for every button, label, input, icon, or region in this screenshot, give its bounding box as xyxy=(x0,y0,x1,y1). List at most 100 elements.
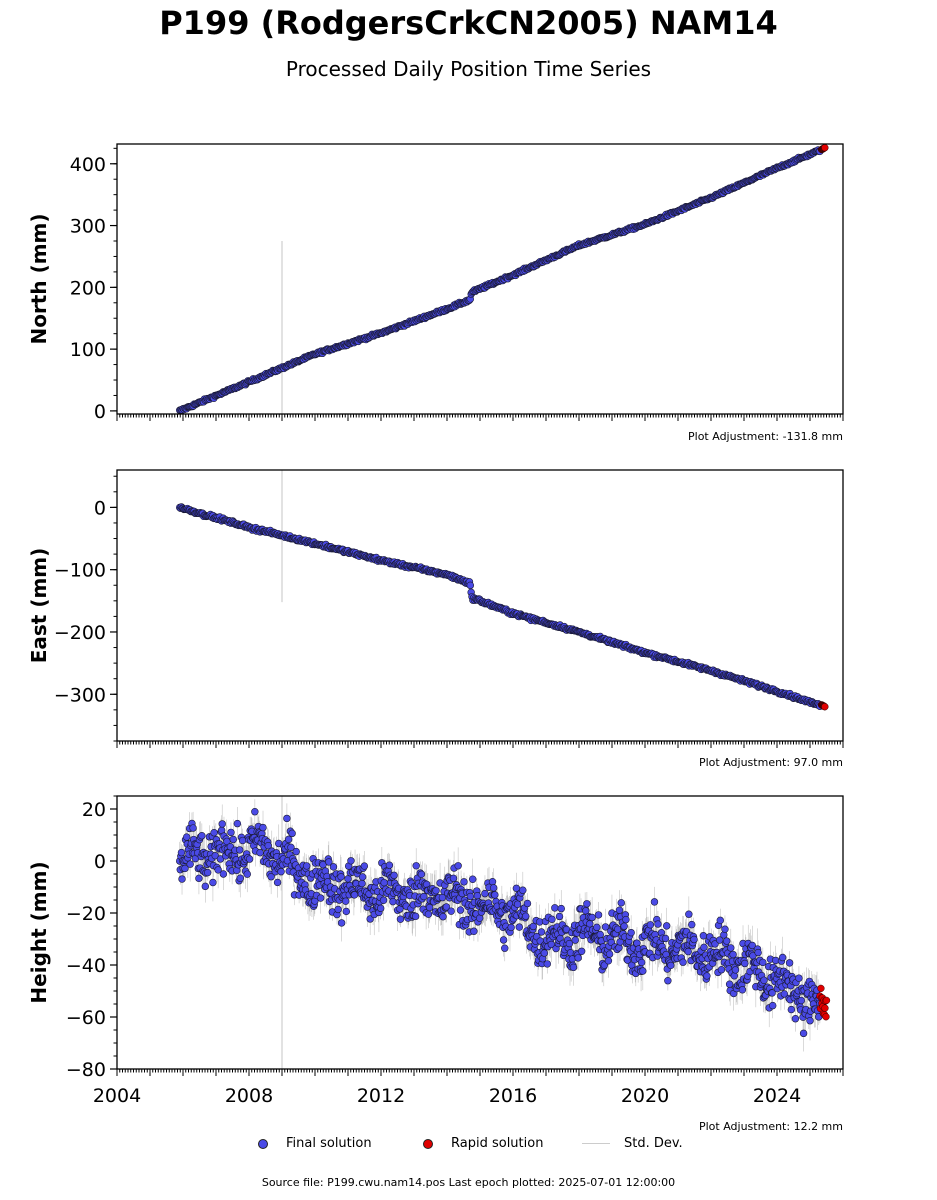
final-point xyxy=(806,1017,814,1025)
y-tick-label: −80 xyxy=(66,1059,106,1081)
final-point xyxy=(507,923,515,932)
x-tick-label: 2024 xyxy=(753,1085,801,1107)
y-tick-label: −100 xyxy=(54,560,106,582)
final-point xyxy=(214,866,222,874)
y-tick-label: −300 xyxy=(54,684,106,706)
final-point xyxy=(233,819,242,828)
final-point xyxy=(722,937,731,945)
rapid-point xyxy=(821,703,829,711)
final-point xyxy=(565,939,574,948)
plot-area xyxy=(176,144,829,414)
rapid-point xyxy=(821,144,829,152)
y-axis-label: North (mm) xyxy=(27,213,51,344)
final-point xyxy=(379,896,388,904)
final-point xyxy=(769,1001,777,1010)
final-point xyxy=(350,891,359,899)
final-point xyxy=(229,835,237,844)
rapid-solution-points xyxy=(817,144,829,154)
final-point xyxy=(588,913,596,922)
final-point xyxy=(513,900,522,908)
std-dev-line-icon xyxy=(582,1143,610,1144)
final-point xyxy=(342,897,350,905)
x-ticks xyxy=(116,414,844,421)
rapid-point xyxy=(817,984,825,993)
final-point xyxy=(177,848,186,857)
legend-std-label: Std. Dev. xyxy=(624,1136,683,1151)
y-axis: 0 −100 −200 −300 xyxy=(54,475,117,742)
final-point xyxy=(360,862,369,870)
y-tick-label: −20 xyxy=(66,903,106,925)
final-point xyxy=(699,932,708,940)
final-point xyxy=(731,966,740,974)
x-tick-label: 2004 xyxy=(93,1085,141,1107)
final-point xyxy=(795,974,803,982)
final-point xyxy=(519,886,527,894)
page-title: P199 (RodgersCrkCN2005) NAM14 xyxy=(159,4,778,42)
final-point xyxy=(780,990,789,998)
final-point xyxy=(690,935,698,944)
y-tick-label: 20 xyxy=(82,799,106,821)
final-point xyxy=(596,930,604,939)
legend-std: Std. Dev. xyxy=(582,1136,683,1151)
final-point xyxy=(470,927,478,935)
final-point xyxy=(617,899,625,907)
final-point xyxy=(547,940,556,949)
final-point xyxy=(481,889,489,898)
y-tick-label: 0 xyxy=(94,497,106,519)
final-point xyxy=(358,873,367,881)
y-axis: 0 100 200 300 400 xyxy=(70,147,117,423)
final-point xyxy=(620,922,628,930)
y-tick-label: 0 xyxy=(94,851,106,873)
final-point xyxy=(376,904,385,913)
y-tick-label: 0 xyxy=(94,401,106,423)
final-point xyxy=(799,1029,808,1038)
final-point xyxy=(189,824,197,832)
final-point xyxy=(198,832,206,840)
final-point xyxy=(460,878,468,886)
final-point xyxy=(791,1015,800,1023)
y-axis-label: Height (mm) xyxy=(27,861,51,1003)
final-point xyxy=(499,936,508,944)
rapid-solution-marker-icon xyxy=(423,1138,433,1149)
x-tick-label: 2008 xyxy=(225,1085,273,1107)
final-point xyxy=(347,857,355,865)
final-point xyxy=(380,878,388,887)
final-point xyxy=(760,976,768,984)
x-tick-label: 2016 xyxy=(489,1085,537,1107)
final-point xyxy=(754,948,762,957)
final-point xyxy=(688,920,696,929)
final-point xyxy=(316,894,325,902)
final-point xyxy=(725,980,734,988)
final-point xyxy=(797,996,805,1005)
final-point xyxy=(432,886,440,895)
final-point xyxy=(442,903,451,911)
final-point xyxy=(186,860,194,868)
final-point xyxy=(337,919,346,927)
final-point xyxy=(256,849,264,857)
final-point xyxy=(178,875,186,883)
final-point xyxy=(390,871,398,880)
final-point xyxy=(209,878,217,887)
final-point xyxy=(251,808,259,816)
final-point xyxy=(593,923,601,932)
final-point xyxy=(738,986,747,994)
final-point xyxy=(700,943,708,952)
final-point xyxy=(325,858,333,866)
final-point xyxy=(729,950,737,959)
final-point xyxy=(342,907,351,916)
y-tick-label: 400 xyxy=(70,154,106,176)
final-point xyxy=(622,915,630,924)
rapid-solution-points xyxy=(816,984,831,1021)
final-point xyxy=(243,870,251,878)
legend: Final solution Rapid solution Std. Dev. xyxy=(0,1136,937,1158)
final-point xyxy=(424,910,433,918)
final-point xyxy=(627,928,635,937)
final-point xyxy=(181,864,189,873)
final-point xyxy=(654,920,662,928)
final-point xyxy=(555,912,564,921)
final-point xyxy=(273,878,282,887)
x-ticks xyxy=(116,741,844,748)
final-point xyxy=(287,843,295,852)
final-point xyxy=(515,923,524,931)
